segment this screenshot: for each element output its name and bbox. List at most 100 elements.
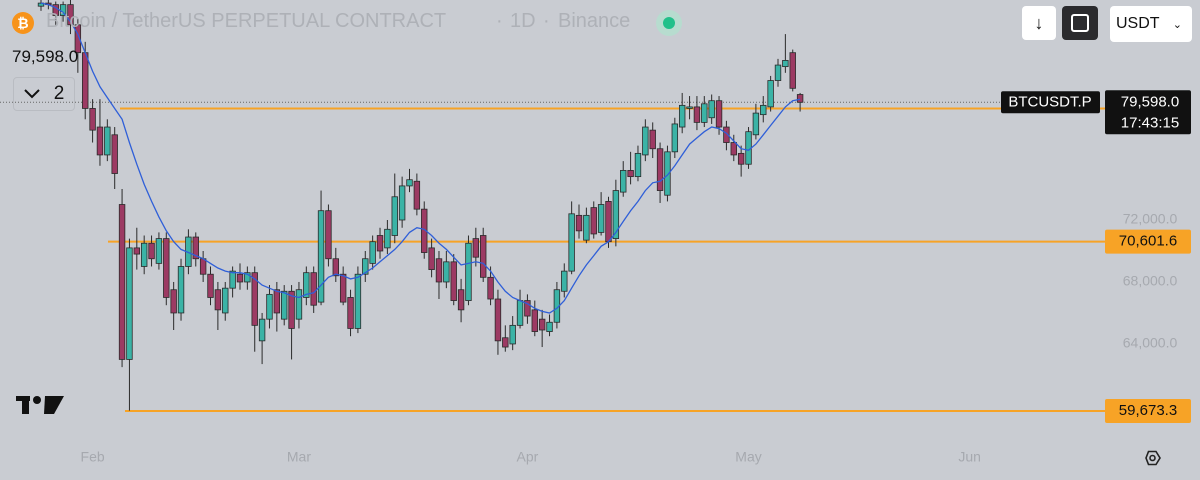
candle-body-up xyxy=(664,151,671,196)
symbol-tag xyxy=(1001,91,1100,114)
symbol-tag-label: BTCUSDT.P xyxy=(1008,93,1091,110)
symbol-icon: ₿ xyxy=(12,12,34,34)
candle-body-up xyxy=(634,152,642,178)
candle-body-up xyxy=(258,318,266,342)
level-label-box xyxy=(1105,229,1191,254)
candle-body-down xyxy=(236,273,244,283)
x-tick-label: Feb xyxy=(81,449,105,465)
candle-body-down xyxy=(310,272,317,306)
candle-body-up xyxy=(229,270,236,289)
candle-body-up xyxy=(222,287,229,314)
candle-body-down xyxy=(273,289,281,314)
candle-body-down xyxy=(288,290,295,329)
candle-body-down xyxy=(332,258,339,277)
status-dot xyxy=(656,10,682,36)
candle-body-up xyxy=(140,242,148,267)
candle-body-up xyxy=(701,103,708,123)
settings-icon[interactable] xyxy=(1145,450,1161,466)
candle-body-down xyxy=(649,129,656,150)
candle-body-up xyxy=(177,266,185,314)
candle-body-down xyxy=(605,201,612,243)
candle-body-down xyxy=(693,106,701,123)
candle-body-down xyxy=(590,207,597,235)
candle-body-down xyxy=(251,272,258,326)
candle-body-up xyxy=(155,238,163,264)
candle-body-up xyxy=(465,242,472,301)
candle-body-down xyxy=(627,170,634,178)
candle-body-up xyxy=(266,293,273,320)
candle-body-down xyxy=(96,126,104,156)
candle-body-down xyxy=(199,258,207,275)
indicator-toggle[interactable]: 2 xyxy=(13,77,75,111)
download-button[interactable]: ↓ xyxy=(1022,6,1056,40)
candle-body-down xyxy=(82,52,89,109)
separator: · xyxy=(496,10,503,32)
candle-body-down xyxy=(435,258,443,283)
candle-body-up xyxy=(620,170,627,193)
candle-body-up xyxy=(398,185,406,221)
candle-body-down xyxy=(575,214,583,232)
candle-body-up xyxy=(104,126,111,156)
level-label: 59,673.3 xyxy=(1119,402,1177,419)
chart-title: Bitcoin / TetherUS PERPETUAL CONTRACT xyxy=(46,10,447,32)
candle-body-down xyxy=(207,273,214,298)
candle-body-down xyxy=(457,289,465,311)
candle-body-up xyxy=(752,112,760,136)
candle-body-up xyxy=(295,289,303,320)
candle-body-down xyxy=(413,180,421,210)
candle-body-down xyxy=(538,318,546,331)
candle-body-up xyxy=(509,324,516,345)
candle-body-down xyxy=(472,238,480,258)
candle-body-down xyxy=(656,148,664,191)
y-tick-label: 68,000.0 xyxy=(1123,273,1178,289)
candle-body-up xyxy=(686,106,693,109)
candle-body-up xyxy=(317,210,325,303)
candle-body-up xyxy=(369,241,376,264)
candle-body-up xyxy=(244,272,251,283)
candle-body-down xyxy=(502,337,509,348)
candle-body-up xyxy=(126,247,133,360)
currency: USDT xyxy=(1116,15,1160,32)
candle-body-down xyxy=(789,52,796,89)
candle-body-down xyxy=(715,100,723,128)
candle-body-down xyxy=(133,247,141,255)
currency-select[interactable]: USDT ⌄ xyxy=(1110,6,1192,42)
candle-body-down xyxy=(163,238,170,298)
tv-logo xyxy=(16,396,64,414)
countdown-label: 17:43:15 xyxy=(1121,114,1179,131)
candle-body-down xyxy=(723,126,730,143)
indicator-count: 2 xyxy=(53,83,65,104)
fullscreen-button[interactable] xyxy=(1062,6,1098,40)
candle-body-up xyxy=(583,214,590,241)
y-tick-label: 72,000.0 xyxy=(1123,211,1178,227)
candle-body-up xyxy=(782,60,789,68)
candle-body-up xyxy=(561,270,568,292)
candle-body-up xyxy=(612,190,620,239)
candle-body-down xyxy=(170,289,177,314)
x-tick-label: Jun xyxy=(958,449,981,465)
candle-body-up xyxy=(354,273,362,329)
x-tick-label: Apr xyxy=(517,449,539,465)
candle-body-up xyxy=(37,2,45,7)
level-label: 70,601.6 xyxy=(1119,233,1177,250)
candle-body-up xyxy=(774,64,782,81)
candle-body-down xyxy=(89,108,96,131)
candle-body-down xyxy=(730,142,737,156)
candle-body-up xyxy=(281,290,288,320)
x-tick-label: May xyxy=(735,449,761,465)
separator: · xyxy=(543,10,550,32)
candle-body-up xyxy=(708,100,715,119)
candle-body-up xyxy=(760,104,767,116)
candle-body-down xyxy=(428,247,435,270)
exchange: Binance xyxy=(558,10,631,32)
last-price-box xyxy=(1105,90,1191,135)
candle-body-up xyxy=(671,123,679,153)
candle-body-down xyxy=(531,309,538,332)
candle-body-up xyxy=(443,261,450,283)
candle-body-up xyxy=(568,213,575,272)
candle-body-down xyxy=(214,289,222,311)
last-price-header: 79,598.0 xyxy=(12,47,79,66)
candle-body-down xyxy=(796,94,804,103)
candle-body-up xyxy=(767,80,774,108)
